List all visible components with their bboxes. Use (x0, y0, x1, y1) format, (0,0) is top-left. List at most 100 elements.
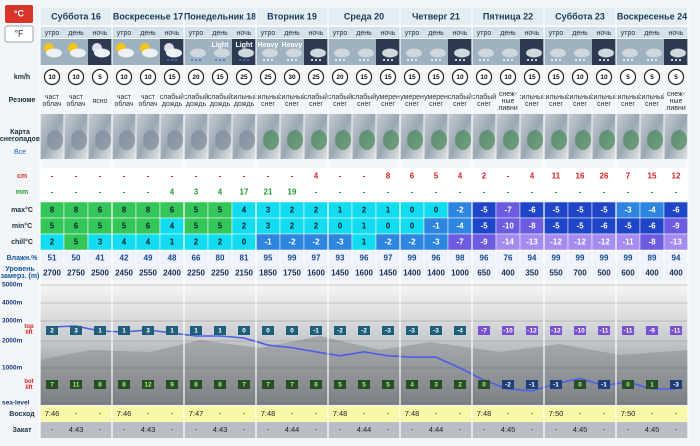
fahrenheit-button[interactable] (4, 25, 34, 43)
rain_mm-value: - (459, 188, 462, 197)
wind-circle (163, 68, 181, 86)
cloud-icon (382, 48, 398, 58)
precip-dot (391, 59, 393, 61)
sunset-cell (664, 422, 688, 438)
summary-text: част облач (114, 94, 134, 108)
sunset-cell (544, 422, 568, 438)
min-value: 6 (146, 222, 151, 231)
precip-dot (335, 59, 337, 61)
sunrise-cell (280, 406, 304, 422)
humidity-value: 99 (624, 254, 633, 263)
rain_mm-value: - (507, 188, 510, 197)
snow_cm-value: - (363, 172, 366, 181)
precip-dot (339, 59, 341, 61)
top-temp: 0 (290, 328, 294, 335)
summary-text-box: слабый снег (328, 94, 352, 108)
precip-dot (531, 59, 533, 61)
bot-temp: 8 (98, 382, 102, 389)
bot-temp: 4 (410, 382, 414, 389)
sunrise-cell (544, 406, 568, 422)
summary-text-box: слабый дождь (160, 94, 184, 108)
bot-temp-box (118, 380, 130, 389)
summary-text: сильный снег (280, 94, 304, 108)
sunset-time: 4:45 (645, 425, 660, 434)
min-value: 0 (410, 222, 415, 231)
precip-dot (171, 59, 173, 61)
sunrise-time: - (435, 409, 438, 418)
wind-speed: 10 (120, 74, 128, 81)
freezing-value: 2750 (67, 269, 85, 278)
cloud-icon (358, 48, 374, 58)
freezing-value: 2250 (211, 269, 229, 278)
top-temp-box (478, 326, 490, 335)
humidity-value: 81 (240, 254, 249, 263)
period-cell (640, 27, 664, 38)
sunrise-cell (64, 406, 88, 422)
precip-dot (195, 59, 197, 61)
period-cell (448, 27, 472, 38)
min-value: 5 (122, 222, 127, 231)
freezing-value: 2550 (139, 269, 157, 278)
precip-dot (383, 59, 385, 61)
precip-dot (463, 59, 465, 61)
map-link[interactable]: Все (14, 149, 26, 156)
rain_mm-value: - (315, 188, 318, 197)
wind-speed: 5 (674, 74, 678, 81)
rain_mm-value: - (99, 188, 102, 197)
min-value: 4 (170, 222, 175, 231)
wind-circle (619, 68, 637, 86)
sunrise-cell (304, 406, 328, 422)
chill-value: -14 (502, 238, 514, 247)
humidity-value: 93 (336, 254, 345, 263)
cloud-icon (286, 48, 302, 58)
bot-temp-box (286, 380, 298, 389)
row-label: cm (17, 173, 27, 180)
humidity-value: 76 (504, 254, 513, 263)
min-value: 1 (362, 222, 367, 231)
cloud-icon (454, 48, 470, 58)
wind-speed: 15 (168, 74, 176, 81)
sunset-cell (112, 422, 136, 438)
top-temp: 1 (122, 328, 126, 335)
top-temp-box (406, 326, 418, 335)
sunset-time: - (675, 425, 678, 434)
chill-value: -2 (408, 238, 416, 247)
humidity-value: 99 (552, 254, 561, 263)
row-label: max°C (11, 206, 33, 214)
top-temp-box (358, 326, 370, 335)
row-label: Влажн.% (7, 255, 39, 262)
bot-temp: 12 (144, 382, 152, 389)
freezing-value: 400 (669, 269, 683, 278)
freezing-value: 2700 (43, 269, 61, 278)
top-temp: 1 (194, 328, 198, 335)
freezing-value: 550 (549, 269, 563, 278)
summary-text-box: сильный снег (640, 94, 664, 108)
precip-dot (479, 59, 481, 61)
fahrenheit-label[interactable]: °F (14, 28, 24, 38)
cloud-icon (166, 48, 182, 58)
rain_mm-value: - (675, 188, 678, 197)
min-value: 5 (50, 222, 55, 231)
humidity-value: 42 (120, 254, 129, 263)
rain_mm-value: - (531, 188, 534, 197)
top-temp: -2 (337, 328, 343, 335)
period-cell (208, 27, 232, 38)
max-value: -5 (600, 206, 608, 215)
rain_mm-value: 4 (218, 188, 223, 197)
humidity-value: 99 (288, 254, 297, 263)
celsius-label[interactable]: °C (14, 8, 25, 18)
top-temp-box (334, 326, 346, 335)
bot-temp-box (46, 380, 58, 389)
min-value: 3 (266, 222, 271, 231)
max-value: 1 (338, 206, 343, 215)
cloud-icon (478, 48, 494, 58)
snow_cm-value: 5 (434, 172, 439, 181)
summary-text: сильный дождь (232, 94, 256, 108)
celsius-button[interactable] (5, 5, 33, 23)
wind-circle (571, 68, 589, 86)
period-label: утро (117, 30, 132, 37)
min-value: -5 (576, 222, 584, 231)
bot-temp: 7 (266, 382, 270, 389)
snow-map-land (311, 130, 327, 150)
